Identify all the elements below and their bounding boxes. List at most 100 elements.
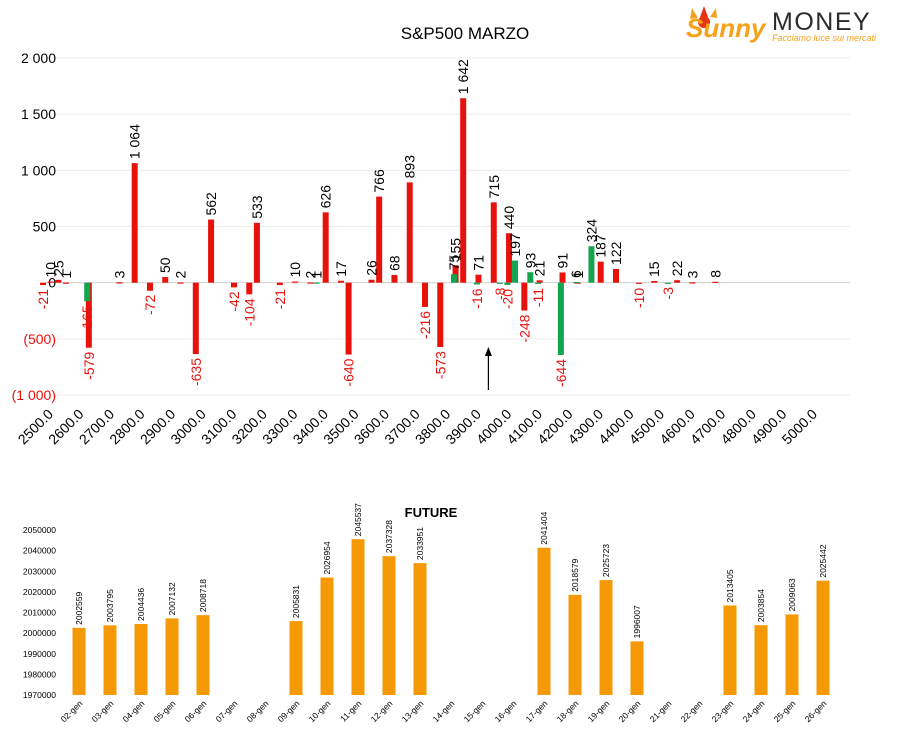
data-label: 766 — [371, 169, 387, 193]
data-label: -640 — [341, 358, 357, 386]
call-bar — [131, 163, 138, 283]
data-label: 2 — [302, 270, 318, 278]
data-label: -579 — [81, 352, 97, 380]
data-label: 1 642 — [455, 59, 471, 94]
data-label: -10 — [631, 288, 647, 308]
data-label: 562 — [203, 192, 219, 216]
put-bar — [512, 260, 519, 283]
data-label: 2009063 — [787, 578, 797, 611]
data-label: -11 — [530, 288, 546, 307]
data-label: 93 — [522, 252, 538, 268]
future-bar — [196, 615, 210, 695]
call-bar — [85, 282, 92, 348]
put-bar — [664, 282, 671, 284]
call-bar — [406, 182, 413, 283]
call-bar — [651, 280, 658, 283]
data-label: 26 — [364, 260, 380, 276]
call-bar — [55, 279, 62, 283]
call-bar — [506, 233, 513, 283]
future-chart: FUTURE 2050000 2040000 2030000 2020000 20100… — [23, 503, 830, 724]
data-label: 2 — [173, 270, 189, 278]
call-bar — [162, 277, 169, 283]
y-tick-label: 2050000 — [23, 525, 56, 535]
data-label: 155 — [448, 238, 464, 262]
x-tick-label: 07-gen — [214, 698, 240, 724]
arrow-annotation — [484, 347, 492, 390]
x-tick-label: 02-gen — [59, 698, 85, 724]
call-bar — [490, 202, 497, 283]
x-tick-label: 06-gen — [183, 698, 209, 724]
x-tick-label: 04-gen — [121, 698, 147, 724]
logo-word-money: MONEY — [772, 8, 871, 36]
data-label: 440 — [501, 206, 517, 230]
data-label: 2026954 — [322, 541, 332, 574]
call-bar — [322, 212, 329, 283]
x-tick-label: 25-gen — [772, 698, 798, 724]
call-bar — [40, 282, 46, 286]
x-tick-label: 19-gen — [586, 698, 612, 724]
y-tick-label: 2 000 — [21, 50, 56, 66]
data-label: 2007132 — [167, 582, 177, 615]
put-bar — [534, 282, 541, 284]
data-label: 715 — [486, 175, 502, 199]
data-label: -573 — [432, 351, 448, 379]
x-tick-label: 24-gen — [741, 698, 767, 724]
x-tick-label: 16-gen — [493, 698, 519, 724]
future-bar — [382, 556, 396, 695]
logo-tagline: Facciamo luce sui mercati — [772, 33, 877, 43]
call-bar — [276, 282, 283, 286]
data-label: -104 — [241, 298, 257, 326]
y-axis-ticks: 2050000 2040000 2030000 2020000 2010000 20000… — [23, 525, 56, 700]
chart-title: FUTURE — [405, 505, 458, 520]
call-bar — [712, 281, 719, 283]
future-bar — [723, 605, 737, 695]
x-tick-label: 23-gen — [710, 698, 736, 724]
x-tick-label: 10-gen — [307, 698, 333, 724]
call-bar — [292, 281, 299, 283]
put-bar — [573, 281, 580, 284]
y-tick-label: 500 — [33, 219, 57, 235]
data-label: 2025442 — [818, 544, 828, 577]
call-bar — [536, 280, 543, 283]
data-label: 122 — [608, 241, 624, 265]
put-bar — [84, 282, 91, 302]
future-bar — [413, 563, 427, 695]
data-label: 1 064 — [127, 124, 143, 159]
x-axis-ticks: 02-gen 03-gen 04-gen 05-gen 06-gen 07-gen 08-g… — [59, 698, 829, 724]
x-tick-label: 18-gen — [555, 698, 581, 724]
data-label: -8 — [492, 287, 508, 300]
call-bar — [376, 196, 383, 283]
call-bar — [689, 282, 696, 284]
call-bar — [674, 280, 681, 283]
data-label: 324 — [583, 219, 599, 243]
data-label: -42 — [226, 291, 242, 311]
data-label: 2003854 — [756, 589, 766, 622]
data-label: -248 — [516, 314, 532, 342]
put-bar — [527, 272, 534, 283]
data-label: 50 — [157, 257, 173, 273]
data-label: 25 — [50, 260, 66, 276]
y-tick-label: 2030000 — [23, 566, 56, 576]
y-tick-label: 1970000 — [23, 690, 56, 700]
sunny-money-logo: Sunny MONEY Facciamo luce sui mercati — [686, 6, 877, 43]
future-bar — [630, 641, 644, 695]
data-label: 2018579 — [570, 558, 580, 591]
data-label: 197 — [507, 233, 523, 257]
call-bar — [475, 274, 482, 283]
future-bar — [568, 594, 582, 695]
call-bar — [391, 275, 398, 283]
bars — [72, 539, 830, 695]
call-bar — [253, 222, 260, 283]
x-tick-label: 5000.0 — [779, 406, 821, 448]
future-bar — [103, 625, 117, 695]
x-axis-ticks: 2500.02600.02700.02800.02900.03000.03100… — [15, 406, 821, 448]
data-label: -635 — [188, 358, 204, 386]
data-label: 2013405 — [725, 569, 735, 602]
data-label: 3 — [111, 270, 127, 278]
data-label: 2005831 — [291, 585, 301, 618]
data-label: 1 — [570, 271, 586, 279]
x-tick-label: 15-gen — [462, 698, 488, 724]
data-label: -3 — [660, 287, 676, 300]
